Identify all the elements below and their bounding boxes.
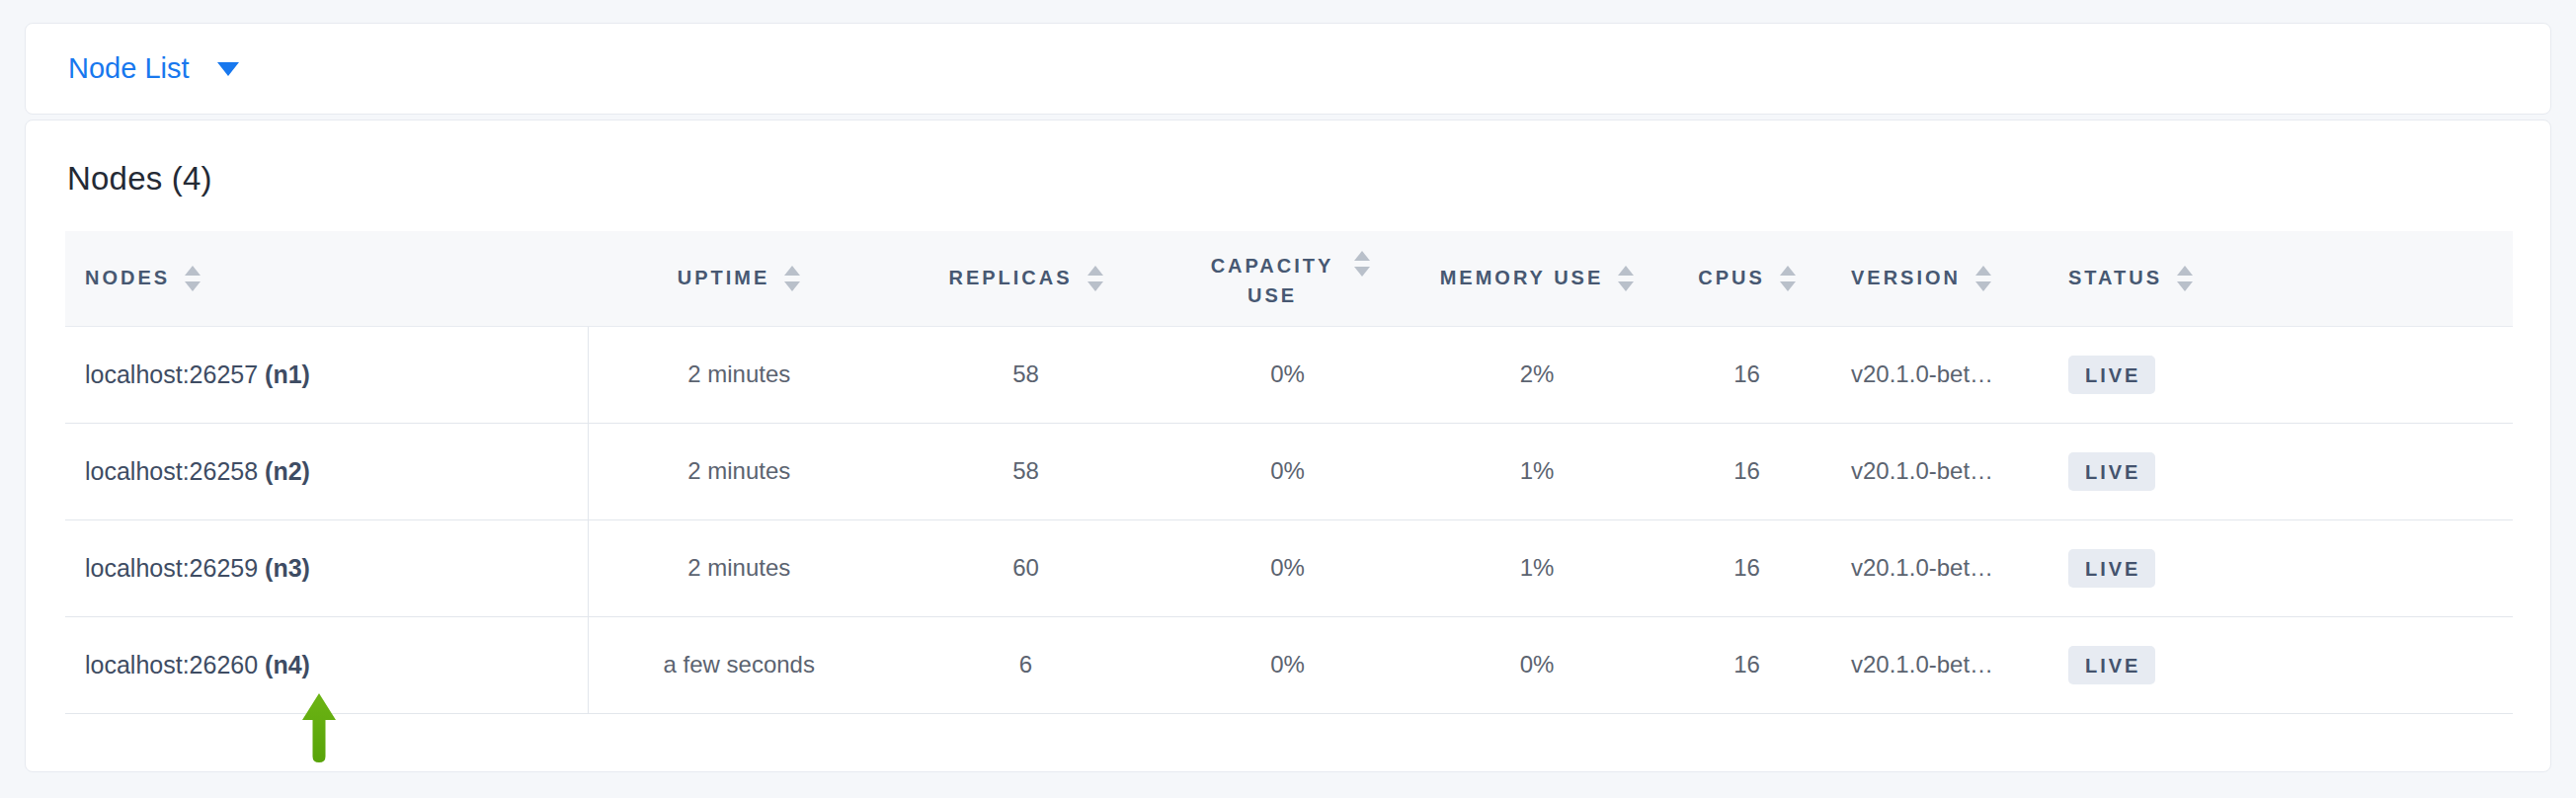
- table-header-row: NODES UPTIME REPLICAS: [65, 231, 2513, 326]
- status-cell: LIVE: [2051, 616, 2513, 713]
- memory-use-cell: 1%: [1413, 519, 1660, 616]
- status-badge: LIVE: [2068, 452, 2155, 491]
- sort-icon[interactable]: [784, 266, 800, 291]
- column-header-uptime[interactable]: UPTIME: [588, 231, 890, 326]
- sort-icon[interactable]: [1780, 266, 1796, 291]
- status-cell: LIVE: [2051, 519, 2513, 616]
- replicas-cell: 58: [890, 326, 1162, 423]
- nodes-card: Nodes (4) NODES: [25, 120, 2551, 772]
- table-row-node-n1: localhost:26257 (n1) 2 minutes 58 0% 2% …: [65, 326, 2513, 423]
- status-badge: LIVE: [2068, 646, 2155, 684]
- capacity-use-cell: 0%: [1162, 519, 1413, 616]
- status-cell: LIVE: [2051, 326, 2513, 423]
- replicas-cell: 6: [890, 616, 1162, 713]
- view-selector-bar: Node List: [25, 23, 2551, 115]
- column-header-replicas[interactable]: REPLICAS: [890, 231, 1162, 326]
- version-cell: v20.1.0-bet…: [1833, 326, 2051, 423]
- memory-use-cell: 2%: [1413, 326, 1660, 423]
- nodes-table: NODES UPTIME REPLICAS: [65, 231, 2513, 714]
- node-list-page: Node List Nodes (4) NODES: [0, 0, 2576, 798]
- sort-icon[interactable]: [1087, 266, 1103, 291]
- table-row-node-n2: localhost:26258 (n2) 2 minutes 58 0% 1% …: [65, 423, 2513, 519]
- node-list-dropdown-label[interactable]: Node List: [68, 52, 190, 85]
- uptime-cell: 2 minutes: [588, 326, 890, 423]
- status-badge: LIVE: [2068, 356, 2155, 394]
- replicas-cell: 58: [890, 423, 1162, 519]
- annotation-arrow-icon: [301, 693, 337, 762]
- column-header-nodes[interactable]: NODES: [65, 231, 588, 326]
- sort-icon[interactable]: [1618, 266, 1634, 291]
- cpus-cell: 16: [1660, 423, 1833, 519]
- capacity-use-cell: 0%: [1162, 423, 1413, 519]
- memory-use-cell: 1%: [1413, 423, 1660, 519]
- node-link-n2[interactable]: localhost:26258 (n2): [65, 423, 588, 519]
- chevron-down-icon[interactable]: [217, 62, 239, 76]
- sort-icon[interactable]: [2177, 266, 2193, 291]
- cpus-cell: 16: [1660, 519, 1833, 616]
- cpus-cell: 16: [1660, 616, 1833, 713]
- version-cell: v20.1.0-bet…: [1833, 423, 2051, 519]
- uptime-cell: a few seconds: [588, 616, 890, 713]
- capacity-use-cell: 0%: [1162, 326, 1413, 423]
- status-badge: LIVE: [2068, 549, 2155, 588]
- replicas-cell: 60: [890, 519, 1162, 616]
- node-list-dropdown[interactable]: Node List: [68, 52, 239, 85]
- version-cell: v20.1.0-bet…: [1833, 616, 2051, 713]
- status-cell: LIVE: [2051, 423, 2513, 519]
- table-row-node-n4: localhost:26260 (n4) a few seconds 6 0% …: [65, 616, 2513, 713]
- memory-use-cell: 0%: [1413, 616, 1660, 713]
- uptime-cell: 2 minutes: [588, 519, 890, 616]
- cpus-cell: 16: [1660, 326, 1833, 423]
- version-cell: v20.1.0-bet…: [1833, 519, 2051, 616]
- column-header-capacity-use[interactable]: CAPACITY USE: [1162, 231, 1413, 326]
- node-link-n3[interactable]: localhost:26259 (n3): [65, 519, 588, 616]
- column-header-cpus[interactable]: CPUS: [1660, 231, 1833, 326]
- sort-icon[interactable]: [1975, 266, 1991, 291]
- sort-icon[interactable]: [185, 266, 201, 291]
- page-title: Nodes (4): [67, 160, 2511, 198]
- table-row-node-n3: localhost:26259 (n3) 2 minutes 60 0% 1% …: [65, 519, 2513, 616]
- node-link-n1[interactable]: localhost:26257 (n1): [65, 326, 588, 423]
- column-header-version[interactable]: VERSION: [1833, 231, 2051, 326]
- capacity-use-cell: 0%: [1162, 616, 1413, 713]
- uptime-cell: 2 minutes: [588, 423, 890, 519]
- column-header-status[interactable]: STATUS: [2051, 231, 2513, 326]
- sort-icon[interactable]: [1354, 251, 1370, 277]
- column-header-memory-use[interactable]: MEMORY USE: [1413, 231, 1660, 326]
